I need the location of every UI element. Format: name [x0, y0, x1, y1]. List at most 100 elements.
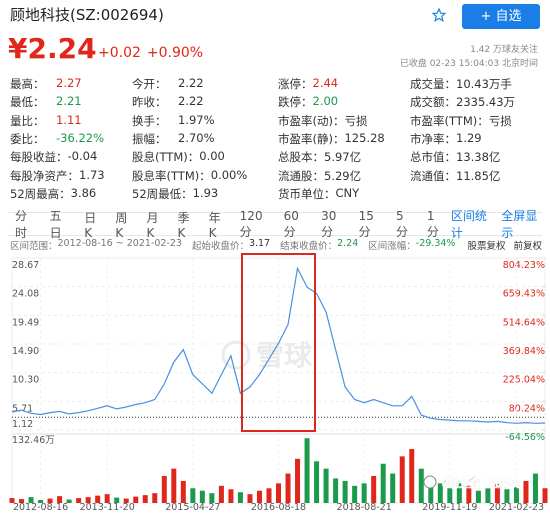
- volume-bar: [104, 494, 110, 503]
- stat-value: 13.38亿: [456, 150, 501, 165]
- stat-value: 3.86: [70, 185, 97, 200]
- tool-link[interactable]: 区间统计: [450, 209, 487, 240]
- y2-tick-label: 225.04%: [503, 375, 545, 386]
- volume-bar: [466, 485, 472, 503]
- volume-bar: [304, 438, 310, 503]
- period-tab[interactable]: 1分: [426, 208, 439, 239]
- volume-bar: [171, 468, 177, 503]
- volume-bar: [266, 488, 272, 503]
- stats-row: 每股收益： -0.04 股息(TTM)： 0.00 总股本： 5.97亿 总市值： 13.38…: [10, 148, 540, 166]
- tools: 区间统计 全屏显示: [451, 207, 542, 241]
- watermark-icon: [221, 340, 251, 370]
- period-tab[interactable]: 120分: [239, 208, 263, 239]
- tool-link[interactable]: 全屏显示: [501, 209, 538, 240]
- stat-label: 换手：: [132, 113, 167, 128]
- stat-cell: 总市值： 13.38亿: [410, 149, 540, 165]
- y-tick-label: 24.08: [12, 289, 39, 300]
- volume-bar: [237, 492, 243, 503]
- stat-label: 最低：: [10, 95, 45, 110]
- y2-tick-label: 659.43%: [503, 289, 545, 300]
- stat-value: 10.43万手: [456, 77, 512, 92]
- stat-cell: 量比： 1.11: [10, 113, 132, 129]
- stat-label: 市盈率(动)：: [278, 113, 345, 128]
- volume-bar: [447, 488, 453, 503]
- volume-bar: [371, 476, 377, 503]
- volume-bar: [133, 496, 139, 503]
- stat-value: 亏损: [344, 113, 368, 128]
- volume-bar: [513, 485, 519, 503]
- stats-row: 最高： 2.27 今开： 2.22 涨停： 2.44 成交量： 10.43万手: [10, 75, 540, 93]
- volume-bar: [228, 489, 234, 503]
- volume-bar: [456, 480, 462, 503]
- volume-bar: [361, 483, 367, 503]
- stat-value: 1.11: [56, 112, 82, 127]
- stat-value: 125.28: [344, 131, 385, 146]
- stat-value: 2335.43万: [456, 95, 516, 110]
- period-tab[interactable]: 60分: [283, 208, 299, 239]
- period-tab[interactable]: 月K: [146, 210, 159, 240]
- watermark: 雪球: [256, 339, 313, 372]
- volume-bar: [218, 485, 224, 503]
- volume-bar: [276, 483, 281, 503]
- follow-icon[interactable]: [432, 8, 446, 22]
- x-tick-label: 2012-08-16: [13, 502, 68, 513]
- stat-label: 每股收益：: [10, 150, 68, 165]
- change: +0.02 +0.90%: [98, 45, 209, 61]
- stat-value: -36.22%: [56, 131, 104, 146]
- x-tick-label: 2015-04-27: [165, 502, 220, 513]
- stat-label: 市盈率(静)：: [278, 132, 345, 147]
- stat-cell: 每股收益： -0.04: [10, 149, 132, 165]
- stat-label: 货币单位：: [278, 186, 336, 201]
- stat-cell: 流通股： 5.29亿: [278, 168, 410, 184]
- volume-bar: [418, 468, 424, 503]
- adjust[interactable]: 前复权: [513, 241, 542, 252]
- period-tab[interactable]: 五日: [49, 209, 62, 240]
- period-tab[interactable]: 5分: [396, 208, 409, 239]
- stat-value: 2.21: [56, 94, 82, 109]
- volume-bar: [85, 497, 91, 503]
- volume-bar: [532, 473, 538, 503]
- stat-cell: 货币单位： CNY: [278, 186, 410, 202]
- stat-label: 今开：: [132, 77, 167, 92]
- stat-cell: 总股本： 5.97亿: [278, 149, 410, 165]
- period-tab[interactable]: 季K: [177, 210, 190, 240]
- period-tab[interactable]: 周K: [115, 210, 128, 240]
- volume-bar: [523, 480, 529, 503]
- stat-label: 成交量：: [410, 77, 456, 92]
- volume-bar: [542, 488, 548, 503]
- stat-label: 涨停：: [278, 77, 313, 92]
- stat-value: 2.27: [56, 76, 82, 91]
- stock-title: 顾地科技(SZ:002694): [10, 6, 164, 24]
- stat-value: 1.29: [456, 131, 482, 146]
- period-tab[interactable]: 年K: [208, 210, 221, 240]
- volume-bar: [314, 461, 320, 503]
- button-label: 自选: [495, 9, 522, 24]
- source: 科技金融链线: [442, 475, 520, 491]
- end-label: 结束收盘价：: [280, 241, 338, 252]
- volume-bar: [295, 458, 301, 503]
- x-tick-label: 2016-08-18: [251, 502, 306, 513]
- period-tab[interactable]: 30分: [321, 208, 337, 239]
- stat-label: 总股本：: [278, 150, 324, 165]
- volume-bar: [247, 494, 253, 503]
- stat-cell: 跌停： 2.00: [278, 94, 410, 110]
- stat-value: 5.97亿: [324, 150, 362, 165]
- x-tick-label: 2019-11-19: [422, 502, 477, 513]
- stat-cell: 涨停： 2.44: [278, 76, 410, 92]
- add-watchlist-button[interactable]: + 自选: [462, 4, 540, 29]
- volume-bar: [180, 480, 186, 503]
- stat-cell: 股息率(TTM)： 0.00%: [132, 168, 278, 184]
- period-tab[interactable]: 日K: [84, 210, 97, 240]
- period-tab[interactable]: 分时: [15, 209, 28, 240]
- stat-value: 0.00: [199, 149, 225, 164]
- volume-bar: [333, 478, 339, 503]
- period-tab[interactable]: 15分: [358, 208, 374, 239]
- range-change: -29.34%: [415, 238, 456, 249]
- adjust-label: 股票复权: [467, 241, 506, 252]
- stat-value: 2.22: [178, 76, 204, 91]
- y2-tick-label: 804.23%: [503, 260, 545, 271]
- volume-bar: [57, 496, 63, 503]
- volume-bar: [504, 489, 510, 503]
- stat-cell: 振幅： 2.70%: [132, 131, 278, 147]
